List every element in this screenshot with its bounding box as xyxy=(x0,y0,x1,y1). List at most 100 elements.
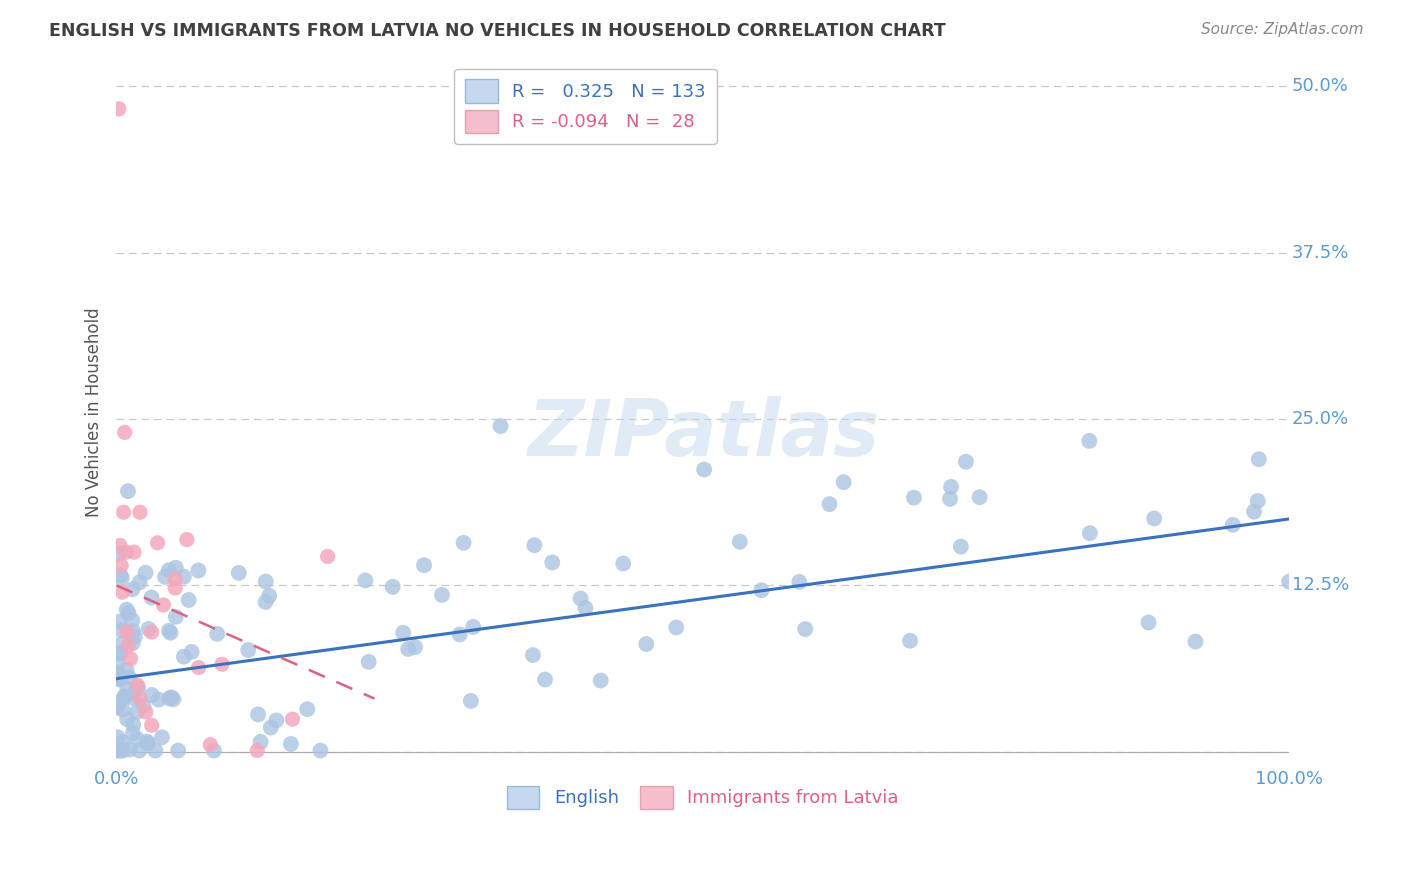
Point xyxy=(127,732,149,747)
Point xyxy=(173,569,195,583)
Point xyxy=(107,671,129,685)
Point xyxy=(453,536,475,550)
Point xyxy=(114,690,136,704)
Point xyxy=(309,743,332,757)
Point xyxy=(115,663,138,677)
Point xyxy=(107,546,129,560)
Point xyxy=(1243,505,1265,519)
Point xyxy=(489,419,512,434)
Legend: English, Immigrants from Latvia: English, Immigrants from Latvia xyxy=(499,779,905,816)
Point xyxy=(381,580,404,594)
Point xyxy=(460,694,482,708)
Point xyxy=(141,688,163,702)
Point xyxy=(1078,434,1101,448)
Point xyxy=(463,620,485,634)
Point xyxy=(110,568,132,582)
Point xyxy=(108,539,131,553)
Point xyxy=(1184,634,1206,648)
Point xyxy=(115,712,138,726)
Point xyxy=(108,743,131,757)
Point xyxy=(254,574,277,589)
Point xyxy=(247,707,270,722)
Point xyxy=(143,743,166,757)
Point xyxy=(257,589,280,603)
Point xyxy=(1247,452,1270,467)
Point xyxy=(108,646,131,660)
Point xyxy=(522,648,544,662)
Text: 25.0%: 25.0% xyxy=(1292,410,1348,428)
Point xyxy=(146,536,169,550)
Point xyxy=(449,627,471,641)
Point xyxy=(108,671,131,685)
Point xyxy=(120,651,142,665)
Point xyxy=(636,637,658,651)
Text: Source: ZipAtlas.com: Source: ZipAtlas.com xyxy=(1201,22,1364,37)
Point xyxy=(107,656,129,670)
Point xyxy=(751,583,773,598)
Point xyxy=(153,570,176,584)
Point xyxy=(173,649,195,664)
Point xyxy=(903,491,925,505)
Point xyxy=(254,595,277,609)
Point xyxy=(141,591,163,605)
Point xyxy=(1278,574,1301,589)
Point xyxy=(665,620,688,634)
Point xyxy=(127,678,149,692)
Point xyxy=(523,538,546,552)
Point xyxy=(136,734,159,748)
Point xyxy=(396,642,419,657)
Point xyxy=(121,613,143,627)
Point xyxy=(122,624,145,639)
Point xyxy=(111,624,134,638)
Point xyxy=(117,681,139,696)
Point xyxy=(176,533,198,547)
Point xyxy=(111,636,134,650)
Point xyxy=(108,695,131,709)
Text: ENGLISH VS IMMIGRANTS FROM LATVIA NO VEHICLES IN HOUSEHOLD CORRELATION CHART: ENGLISH VS IMMIGRANTS FROM LATVIA NO VEH… xyxy=(49,22,946,40)
Point xyxy=(108,673,131,687)
Point xyxy=(114,425,136,440)
Point xyxy=(128,575,150,590)
Point xyxy=(157,624,180,638)
Point xyxy=(404,640,426,654)
Point xyxy=(110,558,132,573)
Point xyxy=(955,455,977,469)
Point xyxy=(128,743,150,757)
Point xyxy=(138,622,160,636)
Point xyxy=(108,102,131,116)
Point xyxy=(115,603,138,617)
Point xyxy=(117,606,139,620)
Point xyxy=(177,593,200,607)
Point xyxy=(110,646,132,660)
Text: 50.0%: 50.0% xyxy=(1292,78,1348,95)
Point xyxy=(238,643,260,657)
Point xyxy=(246,743,269,757)
Point xyxy=(167,743,190,757)
Point xyxy=(187,660,209,674)
Point xyxy=(159,625,181,640)
Point xyxy=(728,534,751,549)
Point xyxy=(165,560,187,574)
Point xyxy=(969,490,991,504)
Point xyxy=(413,558,436,573)
Point xyxy=(132,698,155,713)
Point xyxy=(107,665,129,680)
Point xyxy=(124,684,146,698)
Point xyxy=(589,673,612,688)
Point xyxy=(430,588,453,602)
Point xyxy=(159,691,181,706)
Point xyxy=(200,738,222,752)
Point xyxy=(794,622,817,636)
Point xyxy=(108,743,131,757)
Point xyxy=(165,581,187,595)
Point xyxy=(574,601,596,615)
Text: 37.5%: 37.5% xyxy=(1292,244,1348,261)
Point xyxy=(107,700,129,714)
Point xyxy=(211,657,233,672)
Point xyxy=(249,735,271,749)
Point xyxy=(392,625,415,640)
Point xyxy=(354,574,377,588)
Point xyxy=(118,742,141,756)
Point xyxy=(1247,494,1270,508)
Point xyxy=(1222,517,1244,532)
